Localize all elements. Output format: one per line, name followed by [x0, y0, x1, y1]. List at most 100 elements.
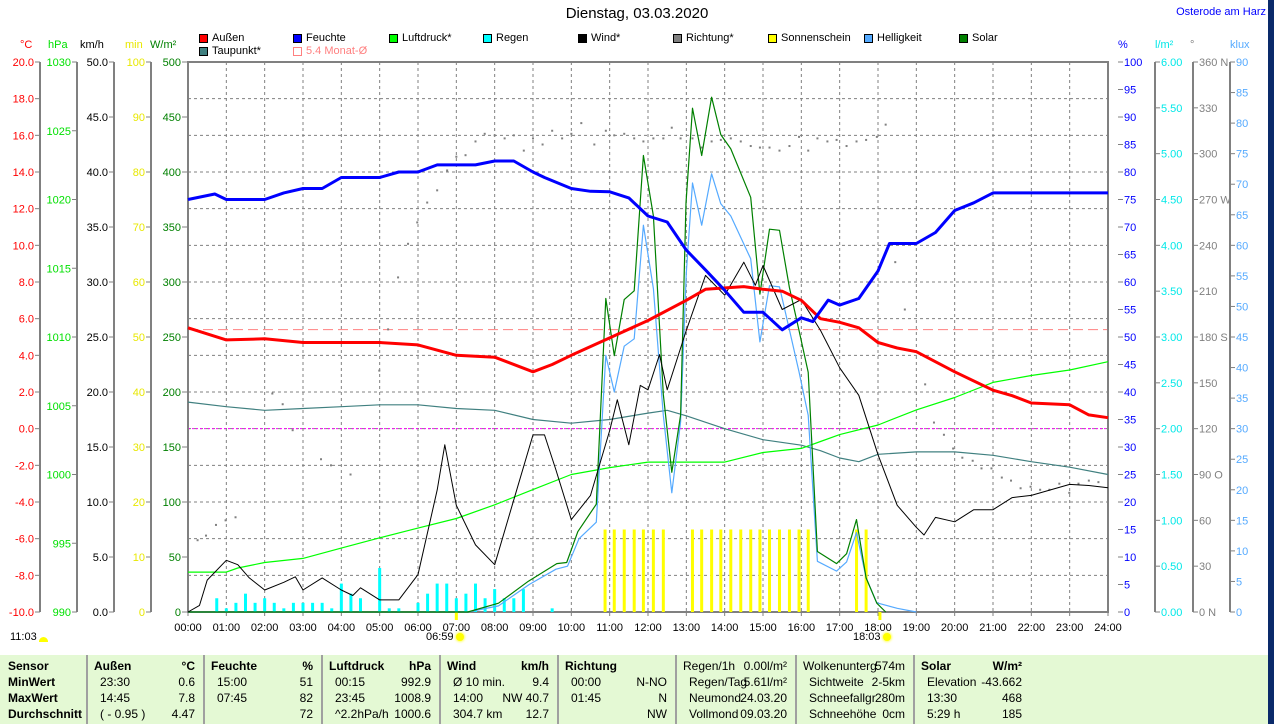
- legend-item: Richtung*: [673, 32, 734, 44]
- x-axis-tick-label: 07:00: [443, 622, 471, 634]
- table-cell-value: N-NO: [636, 675, 667, 689]
- axis-unit-sun: min: [125, 39, 143, 51]
- point: [551, 129, 554, 132]
- table-cell-label: 00:00: [571, 675, 602, 689]
- table-cell-value: NW 40.7: [502, 691, 549, 705]
- axis-tick-label: 50: [133, 332, 145, 344]
- section-header: Richtung: [565, 659, 617, 673]
- point: [1019, 487, 1022, 490]
- point: [1029, 485, 1032, 488]
- table-cell-value: 09.03.20: [740, 707, 787, 721]
- sun-marker: [454, 612, 458, 620]
- axis-tick-label: 0.0: [93, 607, 108, 619]
- axis-tick-label: 60: [1236, 240, 1248, 252]
- point: [670, 126, 673, 129]
- point: [416, 221, 419, 224]
- point: [884, 123, 887, 126]
- axis-tick-label: 50: [1124, 332, 1136, 344]
- axis-tick-label: 6.00: [1161, 57, 1182, 69]
- axis-tick-label: 30.0: [87, 277, 108, 289]
- point: [291, 429, 294, 432]
- axis-tick-label: 60: [1199, 515, 1211, 527]
- point: [875, 135, 878, 138]
- axis-tick-label: 20.0: [87, 387, 108, 399]
- table-cell-value: 185: [1001, 707, 1022, 721]
- legend-item: 5.4 Monat-Ø: [293, 45, 367, 57]
- table-section: Wind km/h Ø 10 min. 9.4 14:00 NW 40.7 304.7 km…: [441, 655, 559, 724]
- point: [234, 516, 237, 519]
- legend-item: Wind*: [578, 32, 620, 44]
- point: [729, 137, 732, 140]
- legend-item: Taupunkt*: [199, 45, 261, 57]
- legend-swatch: [673, 33, 682, 43]
- axis-tick-label: 80: [133, 167, 145, 179]
- axis-unit-dir: °: [1190, 39, 1195, 51]
- row-label: MaxWert: [8, 691, 58, 705]
- axis-tick-label: 0 N: [1199, 607, 1216, 619]
- table-cell-label: 15:00: [217, 675, 248, 689]
- section-unit: 0.00l/m²: [743, 659, 787, 673]
- x-axis-tick-label: 12:00: [634, 622, 662, 634]
- axis-tick-label: 16.0: [13, 130, 34, 142]
- axis-tick-label: 210: [1199, 286, 1217, 298]
- point: [224, 519, 227, 522]
- point: [855, 140, 858, 143]
- series-außen: [187, 285, 1109, 420]
- axis-tick-label: 45: [1124, 360, 1136, 372]
- x-axis-tick-label: 01:00: [213, 622, 241, 634]
- sun-icon: [455, 633, 464, 641]
- legend-label: Taupunkt*: [212, 45, 261, 57]
- table-section: Wolkenunterg 574m Sichtweite 2-5km Schneefal…: [797, 655, 915, 724]
- sunset-annotation: 18:03: [853, 631, 891, 643]
- axis-unit-rain: l/m²: [1155, 39, 1174, 51]
- chart-title: Dienstag, 03.03.2020: [565, 5, 709, 22]
- axis-tick-label: 80: [1236, 118, 1248, 130]
- moonrise-time: 11:03: [10, 631, 37, 643]
- axis-tick-label: 50.0: [87, 57, 108, 69]
- series-taupunkt-: [187, 401, 1109, 476]
- series-helligkeit: [188, 173, 917, 613]
- point: [768, 146, 771, 149]
- axis-tick-label: 100: [163, 497, 181, 509]
- series-line: [187, 261, 1109, 613]
- x-axis-tick-label: 08:00: [481, 622, 509, 634]
- point: [196, 539, 199, 542]
- axis-tick-label: 1015: [47, 263, 71, 275]
- axis-tick-label: 55: [1124, 305, 1136, 317]
- point: [778, 149, 781, 152]
- axis-tick-label: 90 O: [1199, 470, 1223, 482]
- axis-tick-label: 100: [127, 57, 145, 69]
- axis-tick-label: 45: [1236, 332, 1248, 344]
- axis-tick-label: 1020: [47, 195, 71, 207]
- table-cell-value: 468: [1001, 691, 1022, 705]
- axis-tick-label: 2.00: [1161, 424, 1182, 436]
- point: [483, 132, 486, 135]
- axis-unit-temp: °C: [20, 39, 33, 51]
- table-cell-value: 1008.9: [394, 691, 431, 705]
- axis-tick-label: 0: [139, 607, 145, 619]
- axis-unit-hum: %: [1118, 39, 1128, 51]
- axis-tick-label: 0: [1236, 607, 1242, 619]
- axis-tick-label: 4.0: [19, 350, 34, 362]
- point: [971, 459, 974, 462]
- x-axis-tick-label: 15:00: [749, 622, 777, 634]
- series-solar: [188, 96, 887, 613]
- axis-tick-label: 200: [163, 387, 181, 399]
- row-label: MinWert: [8, 675, 56, 689]
- axis-tick-label: 40.0: [87, 167, 108, 179]
- point: [214, 523, 217, 526]
- point: [593, 143, 596, 146]
- axis-tick-label: 5: [1124, 580, 1130, 592]
- point: [719, 138, 722, 141]
- point: [329, 464, 332, 467]
- point: [990, 467, 993, 470]
- axis-tick-label: 25.0: [87, 332, 108, 344]
- table-cell-label: ( - 0.95 ): [100, 707, 146, 721]
- point: [903, 308, 906, 311]
- axis-tick-label: 75: [1236, 149, 1248, 161]
- axis-tick-label: 330: [1199, 103, 1217, 115]
- window-edge: [1268, 0, 1274, 724]
- point: [1039, 488, 1042, 491]
- point: [281, 403, 284, 406]
- table-cell-label: 00:15: [335, 675, 366, 689]
